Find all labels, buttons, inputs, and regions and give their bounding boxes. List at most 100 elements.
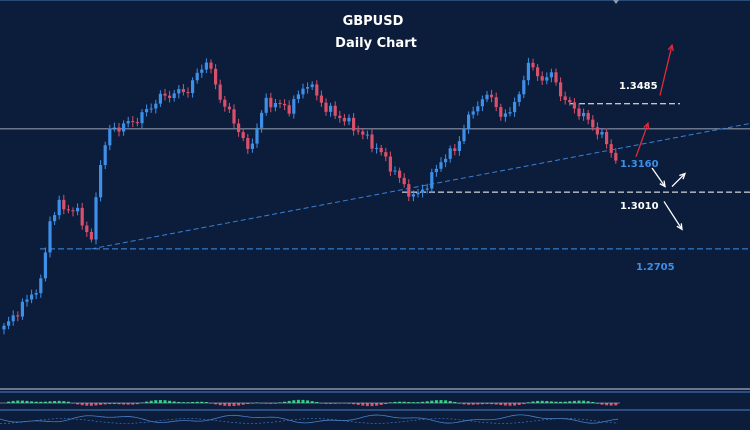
candle bbox=[278, 99, 282, 109]
candle-body bbox=[536, 67, 540, 77]
candle bbox=[237, 118, 241, 137]
candle bbox=[62, 194, 66, 215]
candle-body bbox=[204, 62, 208, 70]
candle bbox=[319, 90, 323, 107]
candle bbox=[499, 103, 503, 121]
candle bbox=[25, 294, 29, 307]
candle-body bbox=[237, 123, 241, 133]
candle bbox=[526, 57, 530, 86]
candle bbox=[30, 289, 34, 304]
candle-body bbox=[306, 87, 310, 89]
candle bbox=[342, 113, 346, 126]
candle-body bbox=[140, 112, 144, 124]
candle-body bbox=[329, 105, 333, 112]
candle bbox=[614, 148, 618, 164]
candle bbox=[112, 122, 116, 132]
candle bbox=[273, 98, 277, 112]
candle bbox=[103, 141, 107, 170]
candle-body bbox=[177, 89, 181, 94]
candle-body bbox=[66, 209, 70, 211]
candle bbox=[582, 108, 586, 121]
candle bbox=[122, 120, 126, 136]
candle bbox=[407, 179, 411, 202]
candle bbox=[480, 95, 484, 112]
candle-body bbox=[342, 117, 346, 122]
candle-body bbox=[218, 84, 222, 100]
candle-body bbox=[577, 108, 581, 117]
candle bbox=[108, 124, 112, 151]
candle-body bbox=[476, 106, 480, 112]
candle bbox=[462, 124, 466, 145]
candle bbox=[163, 88, 167, 101]
candle bbox=[85, 221, 89, 237]
candle-body bbox=[241, 132, 245, 139]
candle-body bbox=[57, 199, 61, 216]
candle-body bbox=[181, 89, 185, 93]
candle bbox=[457, 136, 461, 156]
candle bbox=[398, 167, 402, 183]
candle-body bbox=[402, 177, 406, 185]
candle bbox=[250, 138, 254, 153]
candle bbox=[554, 68, 558, 86]
candle bbox=[425, 183, 429, 194]
candle-body bbox=[94, 197, 98, 240]
candle bbox=[609, 139, 613, 158]
candle bbox=[57, 195, 61, 220]
candle bbox=[545, 72, 549, 85]
candle bbox=[329, 102, 333, 117]
candle bbox=[324, 98, 328, 116]
candle bbox=[393, 166, 397, 175]
candle bbox=[34, 289, 38, 300]
candle-body bbox=[485, 94, 489, 100]
candle bbox=[204, 58, 208, 74]
candle bbox=[43, 247, 47, 282]
candle-body bbox=[398, 170, 402, 178]
candle bbox=[209, 59, 213, 74]
candle bbox=[306, 82, 310, 94]
candle-body bbox=[112, 127, 116, 129]
candle-body bbox=[545, 77, 549, 81]
candle bbox=[591, 115, 595, 131]
candle bbox=[559, 77, 563, 102]
candle bbox=[572, 98, 576, 114]
candle-body bbox=[572, 102, 576, 109]
candle-body bbox=[278, 103, 282, 105]
candle bbox=[149, 103, 153, 113]
candle-body bbox=[315, 84, 319, 96]
candle bbox=[375, 143, 379, 154]
candle-body bbox=[375, 147, 379, 149]
candle-body bbox=[356, 130, 360, 132]
candle-body bbox=[503, 113, 507, 117]
candle bbox=[522, 75, 526, 99]
candle-body bbox=[522, 80, 526, 95]
candle bbox=[126, 116, 130, 128]
scenario-arrow bbox=[635, 121, 650, 158]
candle-body bbox=[379, 147, 383, 153]
candle-body bbox=[223, 99, 227, 107]
candle bbox=[388, 151, 392, 177]
candle-body bbox=[568, 100, 572, 103]
candle bbox=[287, 100, 291, 117]
candle-body bbox=[540, 76, 544, 81]
candle-body bbox=[421, 189, 425, 193]
candle-body bbox=[48, 221, 52, 253]
candle-body bbox=[462, 128, 466, 142]
candle-body bbox=[287, 105, 291, 114]
candle bbox=[476, 101, 480, 116]
candle-body bbox=[411, 194, 415, 197]
candle bbox=[16, 311, 20, 322]
chart-subtitle: Daily Chart bbox=[335, 36, 417, 51]
level-label-1-3160: 1.3160 bbox=[620, 159, 659, 170]
candle-body bbox=[471, 111, 475, 115]
candle bbox=[135, 117, 139, 127]
candle bbox=[421, 184, 425, 198]
top-marker bbox=[613, 0, 619, 4]
candle bbox=[605, 128, 609, 149]
candle-body bbox=[494, 97, 498, 108]
candle bbox=[232, 104, 236, 128]
candle-body bbox=[200, 69, 204, 73]
candle-body bbox=[292, 99, 296, 114]
candle bbox=[255, 123, 259, 148]
candle-body bbox=[549, 72, 553, 78]
